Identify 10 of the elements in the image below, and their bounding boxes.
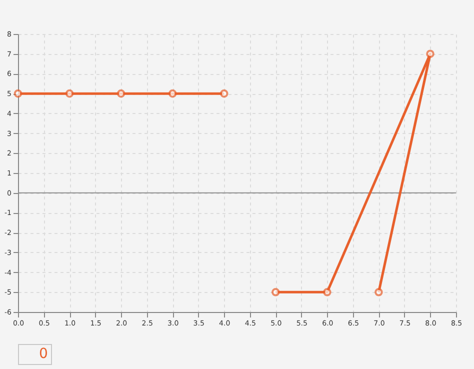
point <box>323 288 332 296</box>
text: 0 <box>39 346 48 362</box>
point <box>426 50 434 58</box>
point <box>271 288 280 296</box>
point <box>220 89 228 98</box>
point <box>116 89 126 98</box>
point <box>65 89 74 98</box>
point <box>14 89 22 98</box>
point <box>374 288 383 296</box>
point <box>168 89 177 98</box>
